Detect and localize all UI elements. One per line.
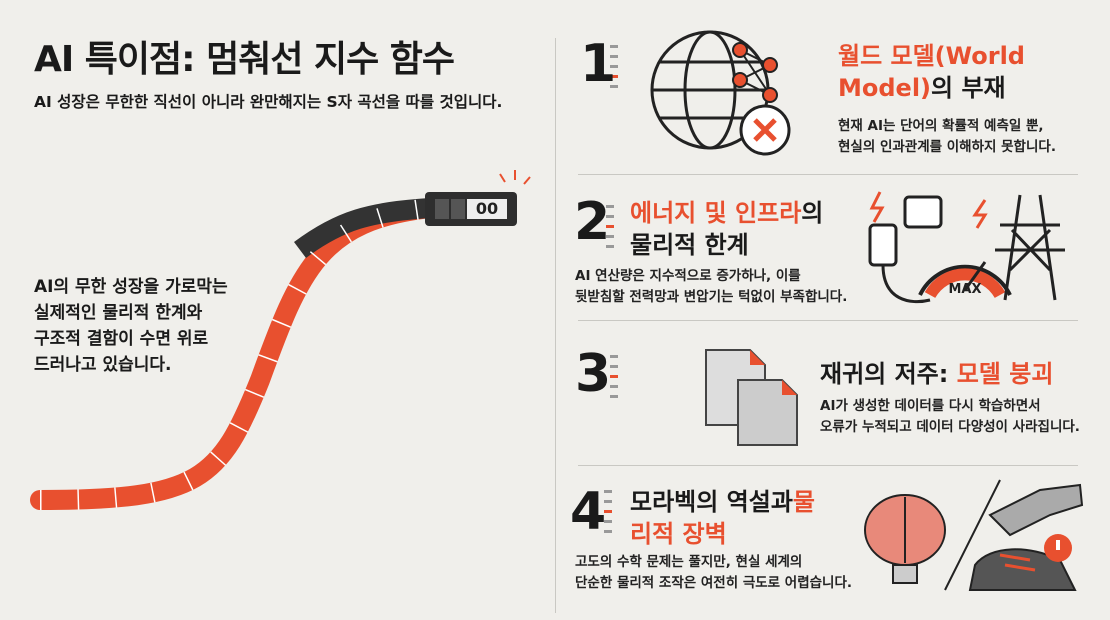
body-line: 드러나고 있습니다. <box>34 355 172 375</box>
item-title: 모라벡의 역설과물리적 장벽 <box>630 486 830 550</box>
network-icon <box>732 42 778 103</box>
body-line: 실제적인 물리적 한계와 <box>34 303 203 323</box>
body-line: AI의 무한 성장을 가로막는 <box>34 277 228 297</box>
counter-value: 00 <box>476 199 498 218</box>
warning-mark <box>1056 540 1060 550</box>
body-line: 현실의 인과관계를 이해하지 못합니다. <box>838 139 1056 155</box>
number-ticks <box>604 45 618 533</box>
item-title: 재귀의 저주: 모델 붕괴 <box>820 358 1100 390</box>
divider <box>555 38 556 613</box>
spark-icon <box>869 191 988 229</box>
body-line: 구조적 결함이 수면 위로 <box>34 329 209 349</box>
title-segment: 물리적 장벽 <box>630 488 816 548</box>
divider-slash <box>944 479 1001 591</box>
title-segment: 의 부재 <box>931 74 1006 102</box>
item-body: 현재 AI는 단어의 확률적 예측일 뿐, 현실의 인과관계를 이해하지 못합니다… <box>838 116 1056 158</box>
separator <box>578 465 1078 466</box>
item-title: 월드 모델(World Model)의 부재 <box>838 40 1068 104</box>
body-line: 현재 AI는 단어의 확률적 예측일 뿐, <box>838 118 1044 134</box>
counter-sparks <box>499 170 531 185</box>
title: AI 특이점: 멈춰선 지수 함수 <box>34 39 455 80</box>
item-number: 3 <box>575 344 612 404</box>
power-icon <box>868 194 1065 304</box>
title-segment: 월드 모델(World Model) <box>838 42 1025 102</box>
body-line: 뒷받침할 전력망과 변압기는 턱없이 부족합니다. <box>575 289 848 305</box>
brain-icon <box>864 494 946 584</box>
title-segment: 에너지 및 인프라 <box>630 199 802 227</box>
docs-icon <box>705 349 798 446</box>
separator <box>578 174 1078 175</box>
body-line: 오류가 누적되고 데이터 다양성이 사라집니다. <box>820 419 1080 435</box>
item-number: 2 <box>574 192 611 252</box>
body-line: AI 연산량은 지수적으로 증가하나, 이를 <box>575 268 801 284</box>
title-segment: 모델 붕괴 <box>956 360 1054 388</box>
counter-digit <box>435 199 449 219</box>
item-title: 에너지 및 인프라의 물리적 한계 <box>630 197 850 261</box>
robot-shoe-icon <box>968 483 1084 591</box>
body-line: 단순한 물리적 조작은 여전히 극도로 어렵습니다. <box>575 575 853 591</box>
body-line: AI가 생성한 데이터를 다시 학습하면서 <box>820 398 1041 414</box>
body-line: 고도의 수학 문제는 풀지만, 현실 세계의 <box>575 554 803 570</box>
error-x <box>753 118 777 142</box>
counter-digit <box>451 199 465 219</box>
title-segment: 모라벡의 역설과 <box>630 488 793 516</box>
item-number: 4 <box>570 482 607 542</box>
gauge-label: MAX <box>948 282 981 297</box>
title-segment: 재귀의 저주: <box>820 360 957 388</box>
separator <box>578 320 1078 321</box>
subtitle: AI 성장은 무한한 직선이 아니라 완만해지는 S자 곡선을 따를 것입니다. <box>34 93 503 111</box>
doc-corner <box>750 350 797 395</box>
counter-display <box>467 199 507 219</box>
item-number: 1 <box>580 34 617 94</box>
curve-plateau <box>294 198 431 259</box>
title-segment: 의 물리적 한계 <box>630 199 824 259</box>
